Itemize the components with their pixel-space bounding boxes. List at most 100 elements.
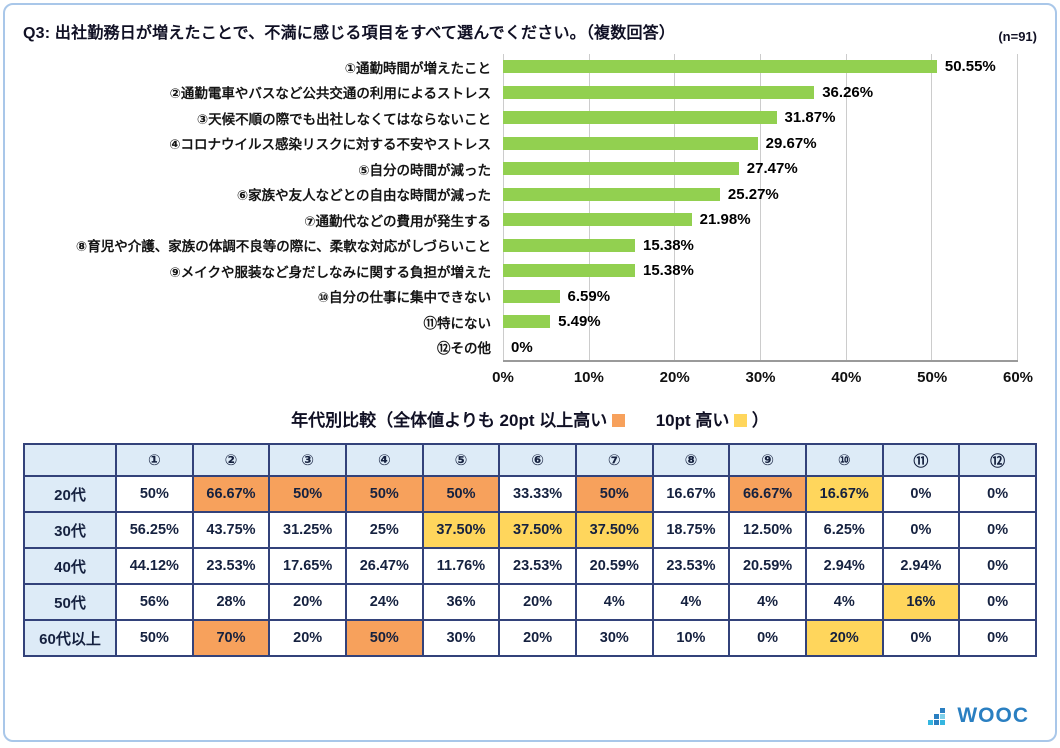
bar-value-label: 15.38%	[643, 262, 694, 280]
table-row: 20代 50% 66.67% 50% 50% 50% 33.33% 50% 16.67% 66.6…	[23, 475, 1037, 513]
table-cell: 50%	[421, 475, 501, 513]
table-cell: 23.53%	[651, 547, 731, 585]
table-cell: 4%	[574, 583, 654, 621]
bar-track: 25.27%	[503, 181, 1018, 207]
bar	[503, 136, 758, 150]
bar-category-label: ⑧育児や介護、家族の体調不良等の際に、柔軟な対応がしづらいこと	[75, 239, 491, 255]
table-cell: 37.50%	[498, 511, 577, 549]
table-cell: 50%	[344, 619, 424, 657]
x-tick-label: 60%	[1002, 369, 1034, 386]
table-cell: 17.65%	[268, 547, 347, 585]
bar-value-label: 5.49%	[558, 313, 601, 331]
table-cell: 50%	[268, 475, 347, 513]
table-body: 20代 50% 66.67% 50% 50% 50% 33.33% 50% 16.67% 66.6…	[23, 475, 1037, 657]
wooc-logo-icon	[928, 708, 952, 726]
table-cell: 0%	[958, 547, 1037, 585]
table-cell: 50%	[344, 475, 424, 513]
bar-row: ④コロナウイルス感染リスクに対する不安やストレス 29.67%	[23, 130, 1037, 156]
table-cell: 20.59%	[574, 547, 654, 585]
bar-value-label: 21.98%	[699, 211, 751, 229]
bar-chart: ①通勤時間が増えたこと 50.55% ②通勤電車やバスなど公共交通の利用によるストレ…	[23, 54, 1037, 390]
x-tick-label: 20%	[659, 369, 690, 386]
table-cell: 0%	[958, 619, 1037, 657]
table-cell: 31.25%	[268, 511, 347, 549]
bar-track: 21.98%	[503, 207, 1018, 233]
bar-category-label: ⑪特にない	[423, 315, 492, 331]
table-cell: 20%	[268, 583, 347, 621]
table-cell: 20%	[804, 619, 884, 657]
survey-report-page: Q3: 出社勤務日が増えたことで、不満に感じる項目をすべて選んでください。（複数…	[3, 3, 1057, 742]
table-cell: 66.67%	[191, 475, 271, 513]
bar-value-label: 27.47%	[746, 160, 798, 178]
table-row: 40代 44.12% 23.53% 17.65% 26.47% 11.76% 23.53% 2…	[23, 547, 1037, 585]
table-cell: 30%	[421, 619, 501, 657]
table-cell: 20%	[498, 583, 577, 621]
column-header	[23, 443, 117, 477]
table-cell: 18.75%	[651, 511, 731, 549]
bar-row: ⑦通勤代などの費用が発生する 21.98%	[23, 207, 1037, 233]
table-cell: 33.33%	[498, 475, 577, 513]
table-cell: 37.50%	[574, 511, 654, 549]
table-cell: 0%	[958, 511, 1037, 549]
bar-track: 36.26%	[503, 79, 1018, 105]
bar-category-label: ⑫その他	[437, 341, 491, 357]
bar-row: ⑫その他 0%	[23, 334, 1037, 360]
table-cell: 6.25%	[804, 511, 884, 549]
wooc-logo: WOOC	[928, 705, 1029, 726]
table-cell: 10%	[651, 619, 731, 657]
column-header: ②	[191, 443, 271, 477]
x-tick-label: 10%	[573, 369, 604, 386]
bar-category-label: ②通勤電車やバスなど公共交通の利用によるストレス	[169, 86, 491, 102]
bar-category-label: ①通勤時間が増えたこと	[344, 60, 491, 76]
bar-track: 6.59%	[503, 283, 1018, 309]
wooc-logo-text: WOOC	[957, 704, 1029, 727]
bar-row: ②通勤電車やバスなど公共交通の利用によるストレス 36.26%	[23, 79, 1037, 105]
bar-category-label: ⑨メイクや服装など身だしなみに関する負担が増えた	[169, 264, 491, 280]
bar-track: 27.47%	[503, 156, 1018, 182]
row-header: 50代	[23, 583, 117, 621]
table-cell: 56%	[115, 583, 194, 621]
bar-category-label: ③天候不順の際でも出社しなくてはならないこと	[196, 111, 491, 127]
table-cell: 66.67%	[728, 475, 807, 513]
bar-category-label: ⑤自分の時間が減った	[358, 162, 491, 178]
table-cell: 16.67%	[804, 475, 884, 513]
footer: WOOC	[23, 699, 1037, 732]
column-header: ⑫	[958, 443, 1037, 477]
bar-track: 5.49%	[503, 309, 1018, 335]
table-cell: 30%	[574, 619, 654, 657]
x-tick-label: 30%	[745, 369, 776, 386]
table-cell: 12.50%	[728, 511, 807, 549]
bar-track: 0%	[503, 334, 1018, 360]
bar-row: ⑪特にない 5.49%	[23, 309, 1037, 335]
column-header: ⑨	[728, 443, 807, 477]
table-cell: 20%	[498, 619, 577, 657]
bar	[503, 238, 635, 252]
bar-row: ①通勤時間が増えたこと 50.55%	[23, 54, 1037, 80]
x-axis: 0% 10% 20% 30% 40% 50% 60%	[23, 360, 1037, 390]
table-cell: 37.50%	[421, 511, 501, 549]
table-cell: 50%	[574, 475, 654, 513]
table-cell: 26.47%	[344, 547, 424, 585]
table-cell: 23.53%	[191, 547, 271, 585]
table-cell: 70%	[191, 619, 271, 657]
bar-track: 29.67%	[503, 130, 1018, 156]
table-title-suffix: ）	[751, 411, 769, 430]
table-cell: 44.12%	[115, 547, 194, 585]
x-tick-label: 50%	[917, 369, 948, 386]
column-header: ⑩	[804, 443, 884, 477]
table-cell: 25%	[344, 511, 424, 549]
column-header: ①	[115, 443, 194, 477]
bar-row: ③天候不順の際でも出社しなくてはならないこと 31.87%	[23, 105, 1037, 131]
table-cell: 20.59%	[728, 547, 807, 585]
bar-row: ⑤自分の時間が減った 27.47%	[23, 156, 1037, 182]
column-header: ④	[344, 443, 424, 477]
row-header: 30代	[23, 511, 117, 549]
table-cell: 0%	[958, 583, 1037, 621]
table-cell: 16.67%	[651, 475, 731, 513]
table-cell: 4%	[804, 583, 884, 621]
bar	[503, 85, 815, 99]
bar-category-label: ④コロナウイルス感染リスクに対する不安やストレス	[169, 137, 491, 153]
table-cell: 36%	[421, 583, 501, 621]
bar-value-label: 31.87%	[784, 109, 836, 127]
bar-row: ⑨メイクや服装など身だしなみに関する負担が増えた 15.38%	[23, 258, 1037, 284]
